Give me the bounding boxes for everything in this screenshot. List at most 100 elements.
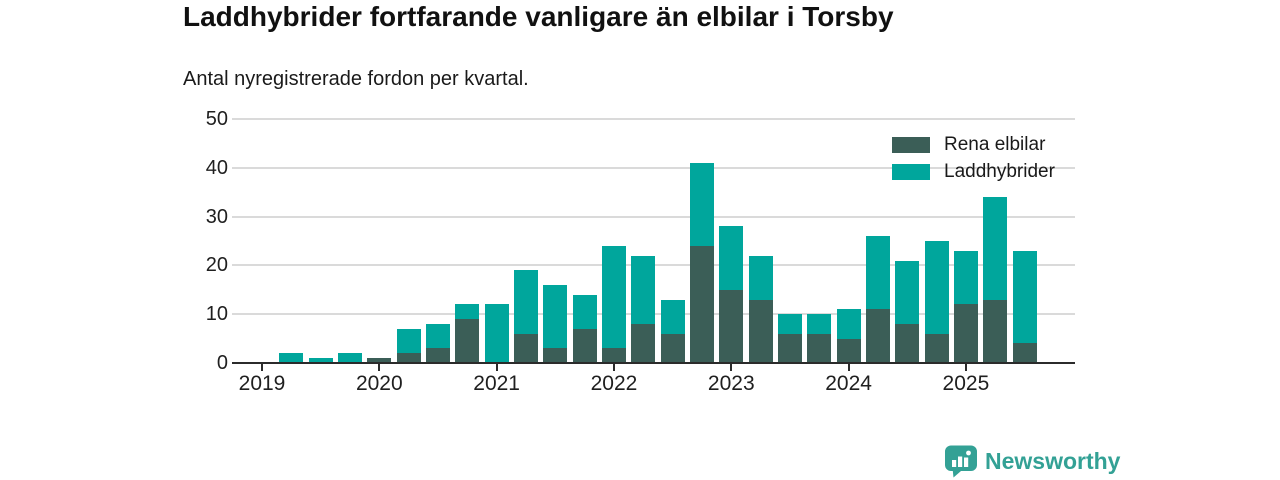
segment-elbilar (631, 323, 656, 363)
bar-2022-Q1 (601, 245, 626, 363)
segment-laddhybrider (455, 304, 480, 320)
x-axis-tick-label: 2024 (825, 372, 872, 395)
segment-laddhybrider (807, 314, 832, 334)
segment-elbilar (719, 289, 744, 363)
legend-swatch-icon (892, 136, 930, 153)
newsworthy-logo-icon (945, 445, 977, 478)
legend-label: Rena elbilar (944, 133, 1046, 155)
x-axis-tick (730, 364, 733, 371)
page-title: Laddhybrider fortfarande vanligare än el… (183, 1, 894, 32)
segment-elbilar (895, 323, 920, 363)
bar-2020-Q3 (425, 323, 450, 363)
segment-elbilar (777, 333, 802, 363)
x-axis-tick (847, 364, 850, 371)
bar-2020-Q4 (455, 304, 480, 363)
segment-laddhybrider (308, 358, 333, 363)
segment-laddhybrider (660, 299, 685, 334)
chart-legend: Rena elbilar Laddhybrider (892, 133, 1055, 190)
segment-elbilar (807, 333, 832, 363)
bar-2025-Q2 (983, 197, 1008, 363)
segment-laddhybrider (719, 226, 744, 290)
bar-2019-Q3 (308, 358, 333, 363)
segment-laddhybrider (337, 353, 362, 363)
segment-laddhybrider (279, 353, 304, 363)
x-axis-tick (378, 364, 381, 371)
y-axis-tick-label: 20 (205, 254, 228, 277)
gridline-y-50 (232, 118, 1075, 120)
segment-elbilar (1012, 343, 1037, 363)
chart-subtitle: Antal nyregistrerade fordon per kvartal. (183, 68, 529, 90)
segment-laddhybrider (689, 162, 714, 246)
gridline-y-40 (232, 166, 1075, 169)
segment-elbilar (572, 328, 597, 363)
bar-2024-Q3 (895, 260, 920, 363)
segment-elbilar (425, 348, 450, 363)
segment-laddhybrider (924, 241, 949, 334)
segment-elbilar (924, 333, 949, 363)
bar-2020-Q1 (367, 358, 392, 363)
x-axis-tick (261, 364, 263, 371)
segment-laddhybrider (777, 314, 802, 334)
segment-elbilar (396, 353, 421, 363)
segment-laddhybrider (543, 284, 568, 349)
y-axis-tick-label: 30 (205, 205, 228, 228)
x-axis-tick-label: 2023 (707, 372, 755, 395)
bar-2024-Q1 (836, 309, 861, 363)
segment-laddhybrider (484, 304, 509, 363)
legend-item: Laddhybrider (892, 160, 1055, 182)
bar-2023-Q4 (807, 314, 832, 363)
bar-2019-Q2 (279, 353, 304, 363)
bar-2021-Q1 (484, 304, 509, 363)
segment-laddhybrider (953, 250, 978, 305)
y-axis-tick-label: 50 (205, 108, 228, 130)
segment-elbilar (953, 304, 978, 363)
x-axis-tick (964, 364, 967, 371)
x-axis-tick-label: 2021 (473, 372, 520, 395)
segment-laddhybrider (572, 294, 597, 329)
bar-2023-Q1 (719, 226, 744, 363)
brand-footer: Newsworthy (944, 445, 1120, 478)
x-axis-tick-label: 2022 (590, 372, 638, 395)
legend-item: Rena elbilar (892, 133, 1055, 155)
segment-laddhybrider (865, 236, 890, 310)
segment-elbilar (543, 348, 568, 363)
segment-laddhybrider (748, 255, 773, 300)
segment-elbilar (836, 338, 861, 363)
plot-area (232, 118, 1075, 363)
segment-laddhybrider (425, 323, 450, 349)
segment-laddhybrider (1012, 250, 1037, 344)
legend-label: Laddhybrider (944, 160, 1055, 182)
bar-2025-Q3 (1012, 250, 1037, 363)
x-axis-line (232, 362, 1075, 364)
segment-laddhybrider (836, 309, 861, 339)
bar-2025-Q1 (953, 250, 978, 363)
segment-laddhybrider (631, 255, 656, 324)
bar-2021-Q3 (543, 284, 568, 363)
bar-2019-Q4 (337, 353, 362, 363)
segment-elbilar (513, 333, 538, 363)
brand-name: Newsworthy (985, 448, 1121, 474)
x-axis-tick-label: 2020 (355, 372, 403, 395)
bar-2021-Q4 (572, 294, 597, 363)
x-axis-tick (495, 364, 498, 371)
bar-2024-Q4 (924, 241, 949, 363)
segment-laddhybrider (513, 270, 538, 334)
segment-laddhybrider (895, 260, 920, 324)
segment-elbilar (865, 309, 890, 363)
bar-2022-Q2 (631, 255, 656, 363)
bar-2020-Q2 (396, 328, 421, 363)
segment-elbilar (689, 245, 714, 363)
x-axis-tick-label: 2019 (238, 372, 286, 395)
segment-elbilar (983, 299, 1008, 363)
segment-elbilar (748, 299, 773, 363)
x-axis-tick (612, 364, 615, 371)
x-axis-tick-label: 2025 (942, 372, 990, 395)
segment-elbilar (367, 358, 392, 363)
segment-laddhybrider (601, 245, 626, 349)
bar-2021-Q2 (513, 270, 538, 363)
segment-elbilar (601, 348, 626, 363)
legend-swatch-icon (892, 163, 930, 180)
segment-laddhybrider (396, 328, 421, 354)
bar-2022-Q4 (689, 162, 714, 363)
